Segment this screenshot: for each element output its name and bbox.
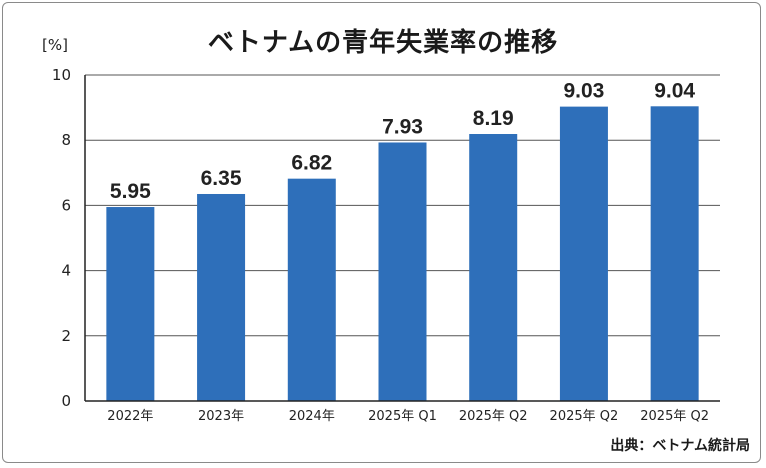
y-axis-unit-label: [%] bbox=[42, 36, 68, 54]
bar bbox=[287, 178, 336, 401]
data-label: 9.03 bbox=[563, 80, 604, 103]
data-label: 6.82 bbox=[291, 152, 332, 175]
x-tick-label: 2023年 bbox=[198, 409, 244, 424]
bar bbox=[469, 134, 518, 402]
chart-title: ベトナムの青年失業率の推移 bbox=[207, 28, 559, 58]
data-label: 5.95 bbox=[110, 180, 151, 203]
y-tick-label: 10 bbox=[52, 66, 71, 84]
y-tick-label: 4 bbox=[61, 262, 71, 280]
data-label: 9.04 bbox=[654, 79, 695, 102]
labels: 0 2 4 6 8 10 5.95 2022年 6.35 2023年 6.82 2024年 7.93 20… bbox=[52, 66, 709, 424]
x-tick-label: 2025年 Q1 bbox=[368, 409, 437, 424]
x-tick-label: 2024年 bbox=[289, 409, 335, 424]
x-tick-label: 2025年 Q2 bbox=[459, 409, 528, 424]
x-tick-label: 2025年 Q2 bbox=[640, 409, 709, 424]
source-note: 出典：ベトナム統計局 bbox=[610, 438, 750, 454]
bar bbox=[559, 106, 608, 401]
y-tick-label: 6 bbox=[61, 196, 71, 214]
data-label: 6.35 bbox=[201, 167, 242, 190]
bar bbox=[378, 142, 427, 401]
y-tick-label: 0 bbox=[61, 392, 71, 410]
x-tick-label: 2022年 bbox=[107, 409, 153, 424]
y-tick-label: 2 bbox=[61, 327, 71, 345]
data-label: 7.93 bbox=[382, 115, 423, 138]
bar bbox=[106, 207, 155, 401]
x-tick-label: 2025年 Q2 bbox=[550, 409, 619, 424]
y-tick-label: 8 bbox=[61, 131, 71, 149]
data-label: 8.19 bbox=[473, 107, 514, 130]
bars bbox=[106, 106, 699, 402]
bar bbox=[197, 193, 246, 401]
bar bbox=[650, 106, 699, 402]
axes bbox=[84, 75, 720, 402]
